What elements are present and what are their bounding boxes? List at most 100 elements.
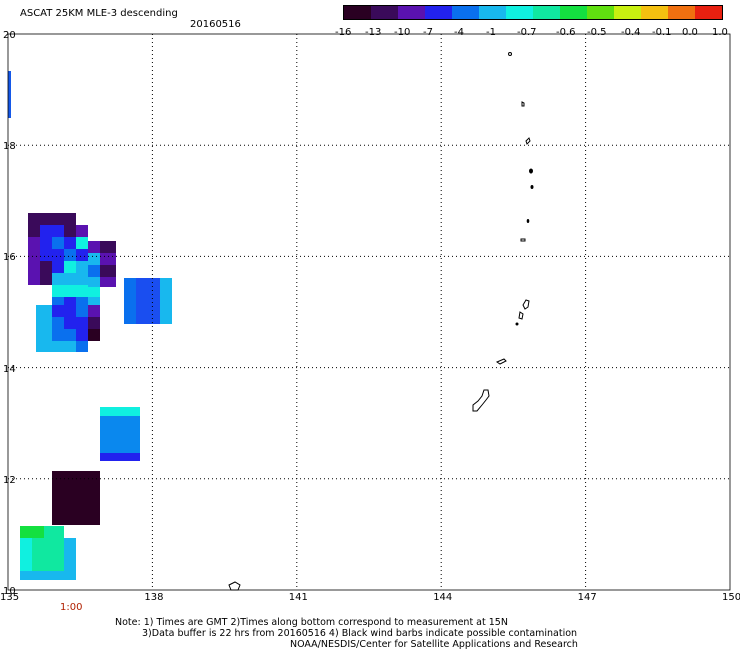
swath-cell — [88, 329, 100, 341]
swath-cell — [52, 329, 64, 341]
swath-cell — [64, 329, 76, 341]
island-outline — [495, 358, 507, 365]
swath-cell — [124, 278, 136, 324]
island-outline — [508, 52, 512, 56]
swath-cell — [36, 329, 52, 341]
longitude-tick-label: 135 — [0, 592, 20, 603]
swath-cell — [40, 261, 52, 273]
swath-cell — [88, 287, 100, 299]
colorbar-tick-label: -16 — [335, 27, 352, 38]
swath-cell — [28, 213, 40, 225]
island-outline — [472, 389, 490, 412]
swath-cell — [20, 526, 44, 538]
colorbar-tick-label: -10 — [394, 27, 411, 38]
swath-cell — [88, 297, 100, 305]
colorbar-segment — [452, 6, 479, 19]
swath-cell — [88, 253, 100, 265]
colorbar-segment — [479, 6, 506, 19]
longitude-tick-label: 150 — [722, 592, 740, 603]
swath-cell — [100, 241, 116, 253]
swath-cell — [100, 253, 116, 265]
swath-cell — [64, 285, 76, 297]
swath-cell — [40, 273, 52, 285]
swath-cell — [64, 273, 76, 285]
longitude-tick-label: 141 — [288, 592, 308, 603]
island-outline — [525, 137, 531, 145]
island-outline — [522, 299, 530, 310]
longitude-tick-label: 144 — [433, 592, 453, 603]
colorbar-tick-label: -1 — [486, 27, 496, 38]
latitude-tick-label: 12 — [3, 474, 16, 486]
swath-cell — [76, 237, 88, 249]
swath-cell — [100, 416, 140, 453]
colorbar-segment — [344, 6, 371, 19]
swath-cell — [88, 317, 100, 329]
swath-cell — [100, 277, 116, 287]
map-date: 20160516 — [190, 19, 241, 30]
swath-cell — [76, 317, 88, 329]
colorbar-tick-label: -7 — [423, 27, 433, 38]
swath-cell — [28, 261, 40, 273]
colorbar-tick-label: -13 — [365, 27, 382, 38]
swath-cell — [76, 329, 88, 341]
swath-cell — [52, 317, 64, 329]
colorbar-tick-label: -0.4 — [621, 27, 641, 38]
swath-cell — [64, 297, 76, 305]
colorbar-tick-label: 0.0 — [682, 27, 698, 38]
swath-cell — [76, 305, 88, 317]
latitude-tick-label: 14 — [3, 363, 16, 375]
latitude-tick-label: 16 — [3, 252, 16, 264]
colorbar-segment — [506, 6, 533, 19]
swath-cell — [100, 265, 116, 277]
swath-cell — [136, 278, 160, 324]
island-outline — [529, 168, 533, 174]
island-outline — [228, 581, 241, 591]
island-outline — [521, 101, 525, 107]
note-line-3: NOAA/NESDIS/Center for Satellite Applica… — [290, 639, 578, 650]
latitude-tick-label: 18 — [3, 141, 16, 153]
colorbar-tick-labels: -16 -13 -10 -7 -4 -1 -0.7 -0.6 -0.5 -0.4 -0.1 0.0 1.… — [330, 27, 740, 39]
colorbar-segment — [560, 6, 587, 19]
swath-cell — [52, 249, 64, 261]
swath-cell — [64, 249, 76, 261]
colorbar-tick-label: -0.7 — [517, 27, 537, 38]
swath-cell — [20, 571, 76, 580]
swath-edge-marker — [8, 71, 11, 118]
swath-cell — [52, 261, 64, 273]
colorbar-segment — [425, 6, 452, 19]
colorbar-segment — [668, 6, 695, 19]
latitude-tick-label: 10 — [3, 586, 16, 597]
colorbar-tick-label: -0.6 — [556, 27, 576, 38]
swath-cell — [64, 317, 76, 329]
latitude-tick-label: 20 — [3, 30, 16, 41]
swath-cell — [76, 261, 88, 273]
swath-cell — [64, 225, 76, 237]
swath-cell — [88, 241, 100, 253]
swath-cell — [100, 453, 140, 461]
swath-cell — [64, 213, 76, 225]
longitude-tick-label: 147 — [577, 592, 597, 603]
swath-cell — [36, 341, 52, 352]
swath-cell — [52, 471, 100, 525]
swath-cell — [76, 225, 88, 237]
swath-cell — [32, 538, 64, 571]
swath-cell — [64, 237, 76, 249]
note-line-1: Note: 1) Times are GMT 2)Times along bot… — [115, 617, 508, 628]
island-outline — [515, 322, 519, 326]
swath-cell — [100, 407, 140, 416]
swath-cell — [64, 305, 76, 317]
swath-cell — [52, 225, 64, 237]
colorbar-segment — [398, 6, 425, 19]
swath-cell — [28, 273, 40, 285]
swath-cell — [28, 225, 40, 237]
swath-cell — [76, 249, 88, 261]
swath-cell — [20, 538, 32, 571]
colorbar-segment — [371, 6, 398, 19]
island-outline — [520, 238, 526, 242]
swath-cell — [28, 237, 40, 249]
map-title: ASCAT 25KM MLE-3 descending — [20, 8, 178, 19]
swath-cell — [40, 225, 52, 237]
colorbar-segment — [533, 6, 560, 19]
swath-cell — [36, 317, 52, 329]
colorbar-tick-label: 1.0 — [712, 27, 728, 38]
